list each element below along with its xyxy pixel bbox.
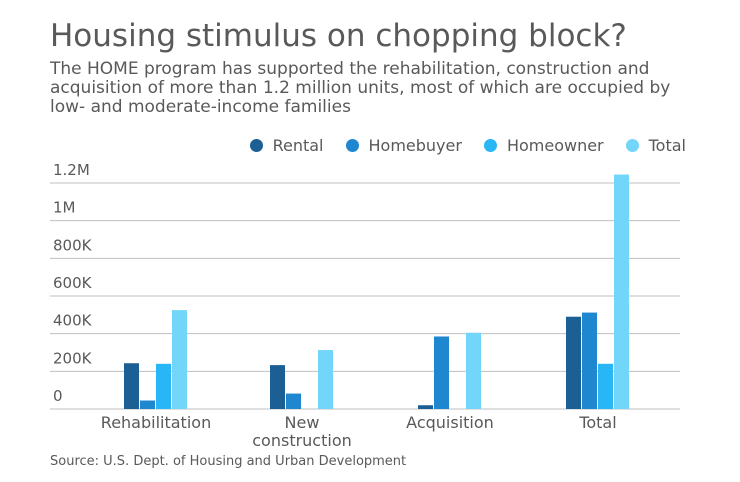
legend-label-total: Total	[648, 136, 686, 155]
legend-label-rental: Rental	[272, 136, 324, 155]
legend-label-homebuyer: Homebuyer	[368, 136, 462, 155]
bar-rental	[270, 365, 285, 409]
bar-homeowner	[598, 363, 613, 409]
x-tick-label: construction	[252, 431, 352, 450]
source-note: Source: U.S. Dept. of Housing and Urban …	[50, 454, 407, 469]
chart-title: Housing stimulus on chopping block?	[50, 18, 627, 54]
legend: Rental Homebuyer Homeowner Total	[228, 136, 686, 155]
legend-item-total: Total	[625, 136, 686, 155]
x-tick-label: Rehabilitation	[101, 413, 211, 432]
legend-swatch-homebuyer	[345, 139, 359, 152]
legend-swatch-rental	[249, 139, 263, 152]
bar-total	[318, 350, 333, 409]
y-tick-label: 800K	[53, 236, 93, 254]
y-tick-label: 0	[53, 387, 63, 405]
bar-rental	[566, 316, 581, 409]
y-tick-label: 1.2M	[53, 161, 90, 179]
bars	[124, 174, 629, 409]
bar-homeowner	[156, 363, 171, 409]
chart-subtitle: The HOME program has supported the rehab…	[50, 59, 671, 117]
bar-homebuyer	[286, 393, 301, 409]
legend-swatch-total	[625, 139, 639, 152]
y-tick-label: 600K	[53, 274, 93, 292]
axis-labels: 0 200K 400K 600K 800K 1M 1.2M Rehabilitation New…	[53, 161, 617, 450]
x-tick-label: New	[285, 413, 320, 432]
bar-total	[466, 332, 481, 409]
legend-label-homeowner: Homeowner	[506, 136, 604, 155]
bar-total	[614, 174, 629, 409]
bar-homebuyer	[434, 336, 449, 409]
legend-item-homeowner: Homeowner	[483, 136, 604, 155]
x-tick-label: Total	[578, 413, 616, 432]
bar-homebuyer	[140, 400, 155, 409]
legend-item-rental: Rental	[249, 136, 324, 155]
y-tick-label: 1M	[53, 199, 76, 217]
bar-homebuyer	[582, 312, 597, 409]
legend-item-homebuyer: Homebuyer	[345, 136, 462, 155]
y-tick-label: 400K	[53, 312, 93, 330]
bar-rental	[418, 405, 433, 409]
y-tick-label: 200K	[53, 349, 93, 367]
bar-total	[172, 310, 187, 409]
bar-rental	[124, 363, 139, 409]
x-tick-label: Acquisition	[406, 413, 494, 432]
legend-swatch-homeowner	[483, 139, 497, 152]
